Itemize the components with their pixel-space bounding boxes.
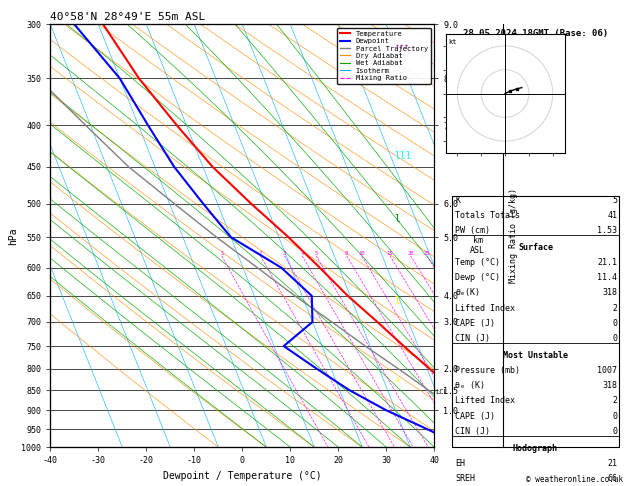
Text: 2: 2 <box>259 251 262 256</box>
Text: l: l <box>394 214 400 224</box>
Text: Pressure (mb): Pressure (mb) <box>455 366 520 375</box>
Text: ↑↑↑: ↑↑↑ <box>394 42 409 51</box>
Text: EH: EH <box>455 459 465 468</box>
Text: 28.05.2024 18GMT (Base: 06): 28.05.2024 18GMT (Base: 06) <box>463 29 608 37</box>
Text: kt: kt <box>448 38 457 45</box>
Text: PW (cm): PW (cm) <box>455 226 490 235</box>
Text: Dewp (°C): Dewp (°C) <box>455 273 500 282</box>
Text: 0: 0 <box>613 427 618 436</box>
Y-axis label: km
ASL: km ASL <box>470 236 485 255</box>
Y-axis label: hPa: hPa <box>9 227 18 244</box>
Text: 2: 2 <box>613 304 618 312</box>
Text: 0: 0 <box>613 412 618 421</box>
Text: lll: lll <box>394 151 412 160</box>
Text: Surface: Surface <box>518 243 553 252</box>
Legend: Temperature, Dewpoint, Parcel Trajectory, Dry Adiabat, Wet Adiabat, Isotherm, Mi: Temperature, Dewpoint, Parcel Trajectory… <box>337 28 431 84</box>
Text: CAPE (J): CAPE (J) <box>455 319 495 328</box>
Text: CIN (J): CIN (J) <box>455 334 490 343</box>
Text: 11.4: 11.4 <box>598 273 618 282</box>
Text: 21: 21 <box>608 459 618 468</box>
Text: LCL: LCL <box>436 389 448 395</box>
Text: 0: 0 <box>613 319 618 328</box>
Text: Totals Totals: Totals Totals <box>455 211 520 220</box>
Text: 3: 3 <box>283 251 286 256</box>
Text: CAPE (J): CAPE (J) <box>455 412 495 421</box>
Text: θₑ (K): θₑ (K) <box>455 381 485 390</box>
Text: 25: 25 <box>424 251 430 256</box>
Text: Hodograph: Hodograph <box>513 444 558 452</box>
Bar <box>452 195 619 447</box>
Text: 66: 66 <box>608 474 618 483</box>
Text: 318: 318 <box>603 288 618 297</box>
Text: ↓: ↓ <box>394 374 400 384</box>
X-axis label: Dewpoint / Temperature (°C): Dewpoint / Temperature (°C) <box>163 471 321 481</box>
Text: SREH: SREH <box>455 474 475 483</box>
Text: CIN (J): CIN (J) <box>455 427 490 436</box>
Text: 4: 4 <box>301 251 304 256</box>
Text: 10: 10 <box>359 251 365 256</box>
Text: 41: 41 <box>608 211 618 220</box>
Text: 1: 1 <box>220 251 223 256</box>
Text: 8: 8 <box>345 251 348 256</box>
Text: l: l <box>394 296 400 306</box>
Text: K: K <box>455 195 460 205</box>
Text: 40°58'N 28°49'E 55m ASL: 40°58'N 28°49'E 55m ASL <box>50 12 206 22</box>
Text: Temp (°C): Temp (°C) <box>455 258 500 267</box>
Text: θₑ(K): θₑ(K) <box>455 288 480 297</box>
Y-axis label: Mixing Ratio (g/kg): Mixing Ratio (g/kg) <box>509 188 518 283</box>
Text: 318: 318 <box>603 381 618 390</box>
Text: 1007: 1007 <box>598 366 618 375</box>
Text: Most Unstable: Most Unstable <box>503 351 568 360</box>
Text: 5: 5 <box>314 251 318 256</box>
Text: 5: 5 <box>613 195 618 205</box>
Text: 2: 2 <box>613 397 618 405</box>
Text: © weatheronline.co.uk: © weatheronline.co.uk <box>526 474 623 484</box>
Text: Lifted Index: Lifted Index <box>455 397 515 405</box>
Text: 21.1: 21.1 <box>598 258 618 267</box>
Text: 20: 20 <box>408 251 414 256</box>
Text: 0: 0 <box>613 334 618 343</box>
Text: Lifted Index: Lifted Index <box>455 304 515 312</box>
Text: 1.53: 1.53 <box>598 226 618 235</box>
Text: 15: 15 <box>387 251 393 256</box>
